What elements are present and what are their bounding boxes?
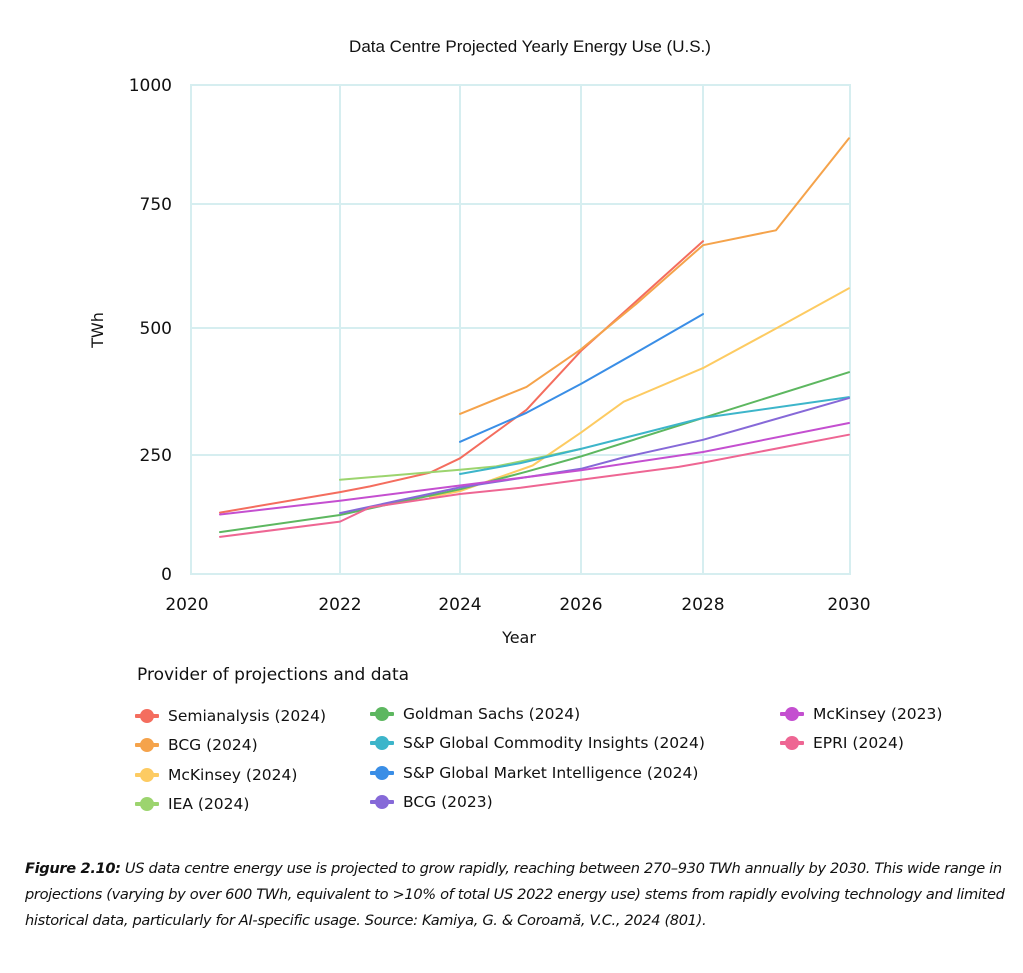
series-line-s-p-global-market-intelligence-2024 [459, 313, 704, 443]
legend-item: BCG (2023) [370, 788, 705, 818]
caption-label: Figure 2.10: [25, 860, 121, 877]
legend-column: McKinsey (2023) EPRI (2024) [780, 699, 942, 758]
series-line-mckinsey-2023 [219, 422, 850, 516]
series-lines [219, 137, 850, 538]
x-tick-label: 2024 [438, 595, 481, 615]
y-tick-label: 250 [140, 446, 172, 466]
chart: Data Centre Projected Yearly Energy Use … [88, 37, 871, 647]
legend-label: BCG (2024) [168, 736, 258, 755]
x-tick-label: 2022 [318, 595, 361, 615]
legend-marker-icon [780, 736, 804, 751]
x-tick-label: 2028 [681, 595, 724, 615]
legend-item: EPRI (2024) [780, 729, 942, 759]
legend-marker-icon [370, 736, 394, 751]
legend-column: Semianalysis (2024) BCG (2024) McKinsey (2… [135, 701, 326, 819]
legend-column: Goldman Sachs (2024) S&P Global Commodity… [370, 699, 705, 817]
legend-label: Goldman Sachs (2024) [403, 704, 581, 723]
x-axis-ticks: 2020 2022 2024 2026 2028 2030 [165, 595, 870, 615]
series-line-epri-2024 [219, 433, 850, 538]
legend-label: S&P Global Market Intelligence (2024) [403, 763, 699, 782]
plot-frame [190, 84, 851, 575]
legend-marker-icon [370, 795, 394, 810]
legend-item: BCG (2024) [135, 731, 326, 761]
legend-label: BCG (2023) [403, 793, 493, 812]
legend-title: Provider of projections and data [137, 665, 410, 685]
legend: Provider of projections and data Semiana… [135, 665, 995, 825]
series-line-bcg-2024 [459, 137, 850, 415]
y-axis-label: TWh [88, 312, 107, 349]
chart-title: Data Centre Projected Yearly Energy Use … [349, 37, 711, 56]
y-tick-label: 1000 [129, 76, 172, 96]
legend-marker-icon [135, 708, 159, 723]
x-tick-label: 2020 [165, 595, 208, 615]
legend-label: McKinsey (2023) [813, 704, 943, 723]
legend-marker-icon [135, 767, 159, 782]
legend-item: McKinsey (2024) [135, 760, 326, 790]
legend-marker-icon [780, 706, 804, 721]
y-tick-label: 0 [161, 565, 172, 585]
legend-marker-icon [370, 765, 394, 780]
series-line-semianalysis-2024 [219, 240, 704, 514]
y-tick-label: 500 [140, 319, 172, 339]
legend-marker-icon [370, 706, 394, 721]
legend-item: S&P Global Market Intelligence (2024) [370, 758, 705, 788]
series-line-iea-2024 [339, 447, 582, 481]
legend-item: Goldman Sachs (2024) [370, 699, 705, 729]
series-line-s-p-global-commodity-insights-2024 [459, 396, 850, 475]
legend-label: EPRI (2024) [813, 734, 904, 753]
legend-item: S&P Global Commodity Insights (2024) [370, 729, 705, 759]
y-tick-label: 750 [140, 195, 172, 215]
x-tick-label: 2030 [827, 595, 870, 615]
figure-caption: Figure 2.10: US data centre energy use i… [25, 856, 1010, 934]
legend-label: IEA (2024) [168, 795, 250, 814]
legend-item: McKinsey (2023) [780, 699, 942, 729]
x-axis-label: Year [501, 628, 536, 647]
legend-label: Semianalysis (2024) [168, 706, 327, 725]
legend-label: McKinsey (2024) [168, 765, 298, 784]
legend-marker-icon [135, 738, 159, 753]
x-tick-label: 2026 [559, 595, 602, 615]
legend-item: Semianalysis (2024) [135, 701, 326, 731]
legend-item: IEA (2024) [135, 790, 326, 820]
series-line-bcg-2023 [339, 397, 850, 515]
legend-marker-icon [135, 797, 159, 812]
y-axis-ticks: 0 250 500 750 1000 [129, 76, 172, 585]
caption-text: US data centre energy use is projected t… [25, 860, 1005, 929]
legend-label: S&P Global Commodity Insights (2024) [403, 734, 705, 753]
